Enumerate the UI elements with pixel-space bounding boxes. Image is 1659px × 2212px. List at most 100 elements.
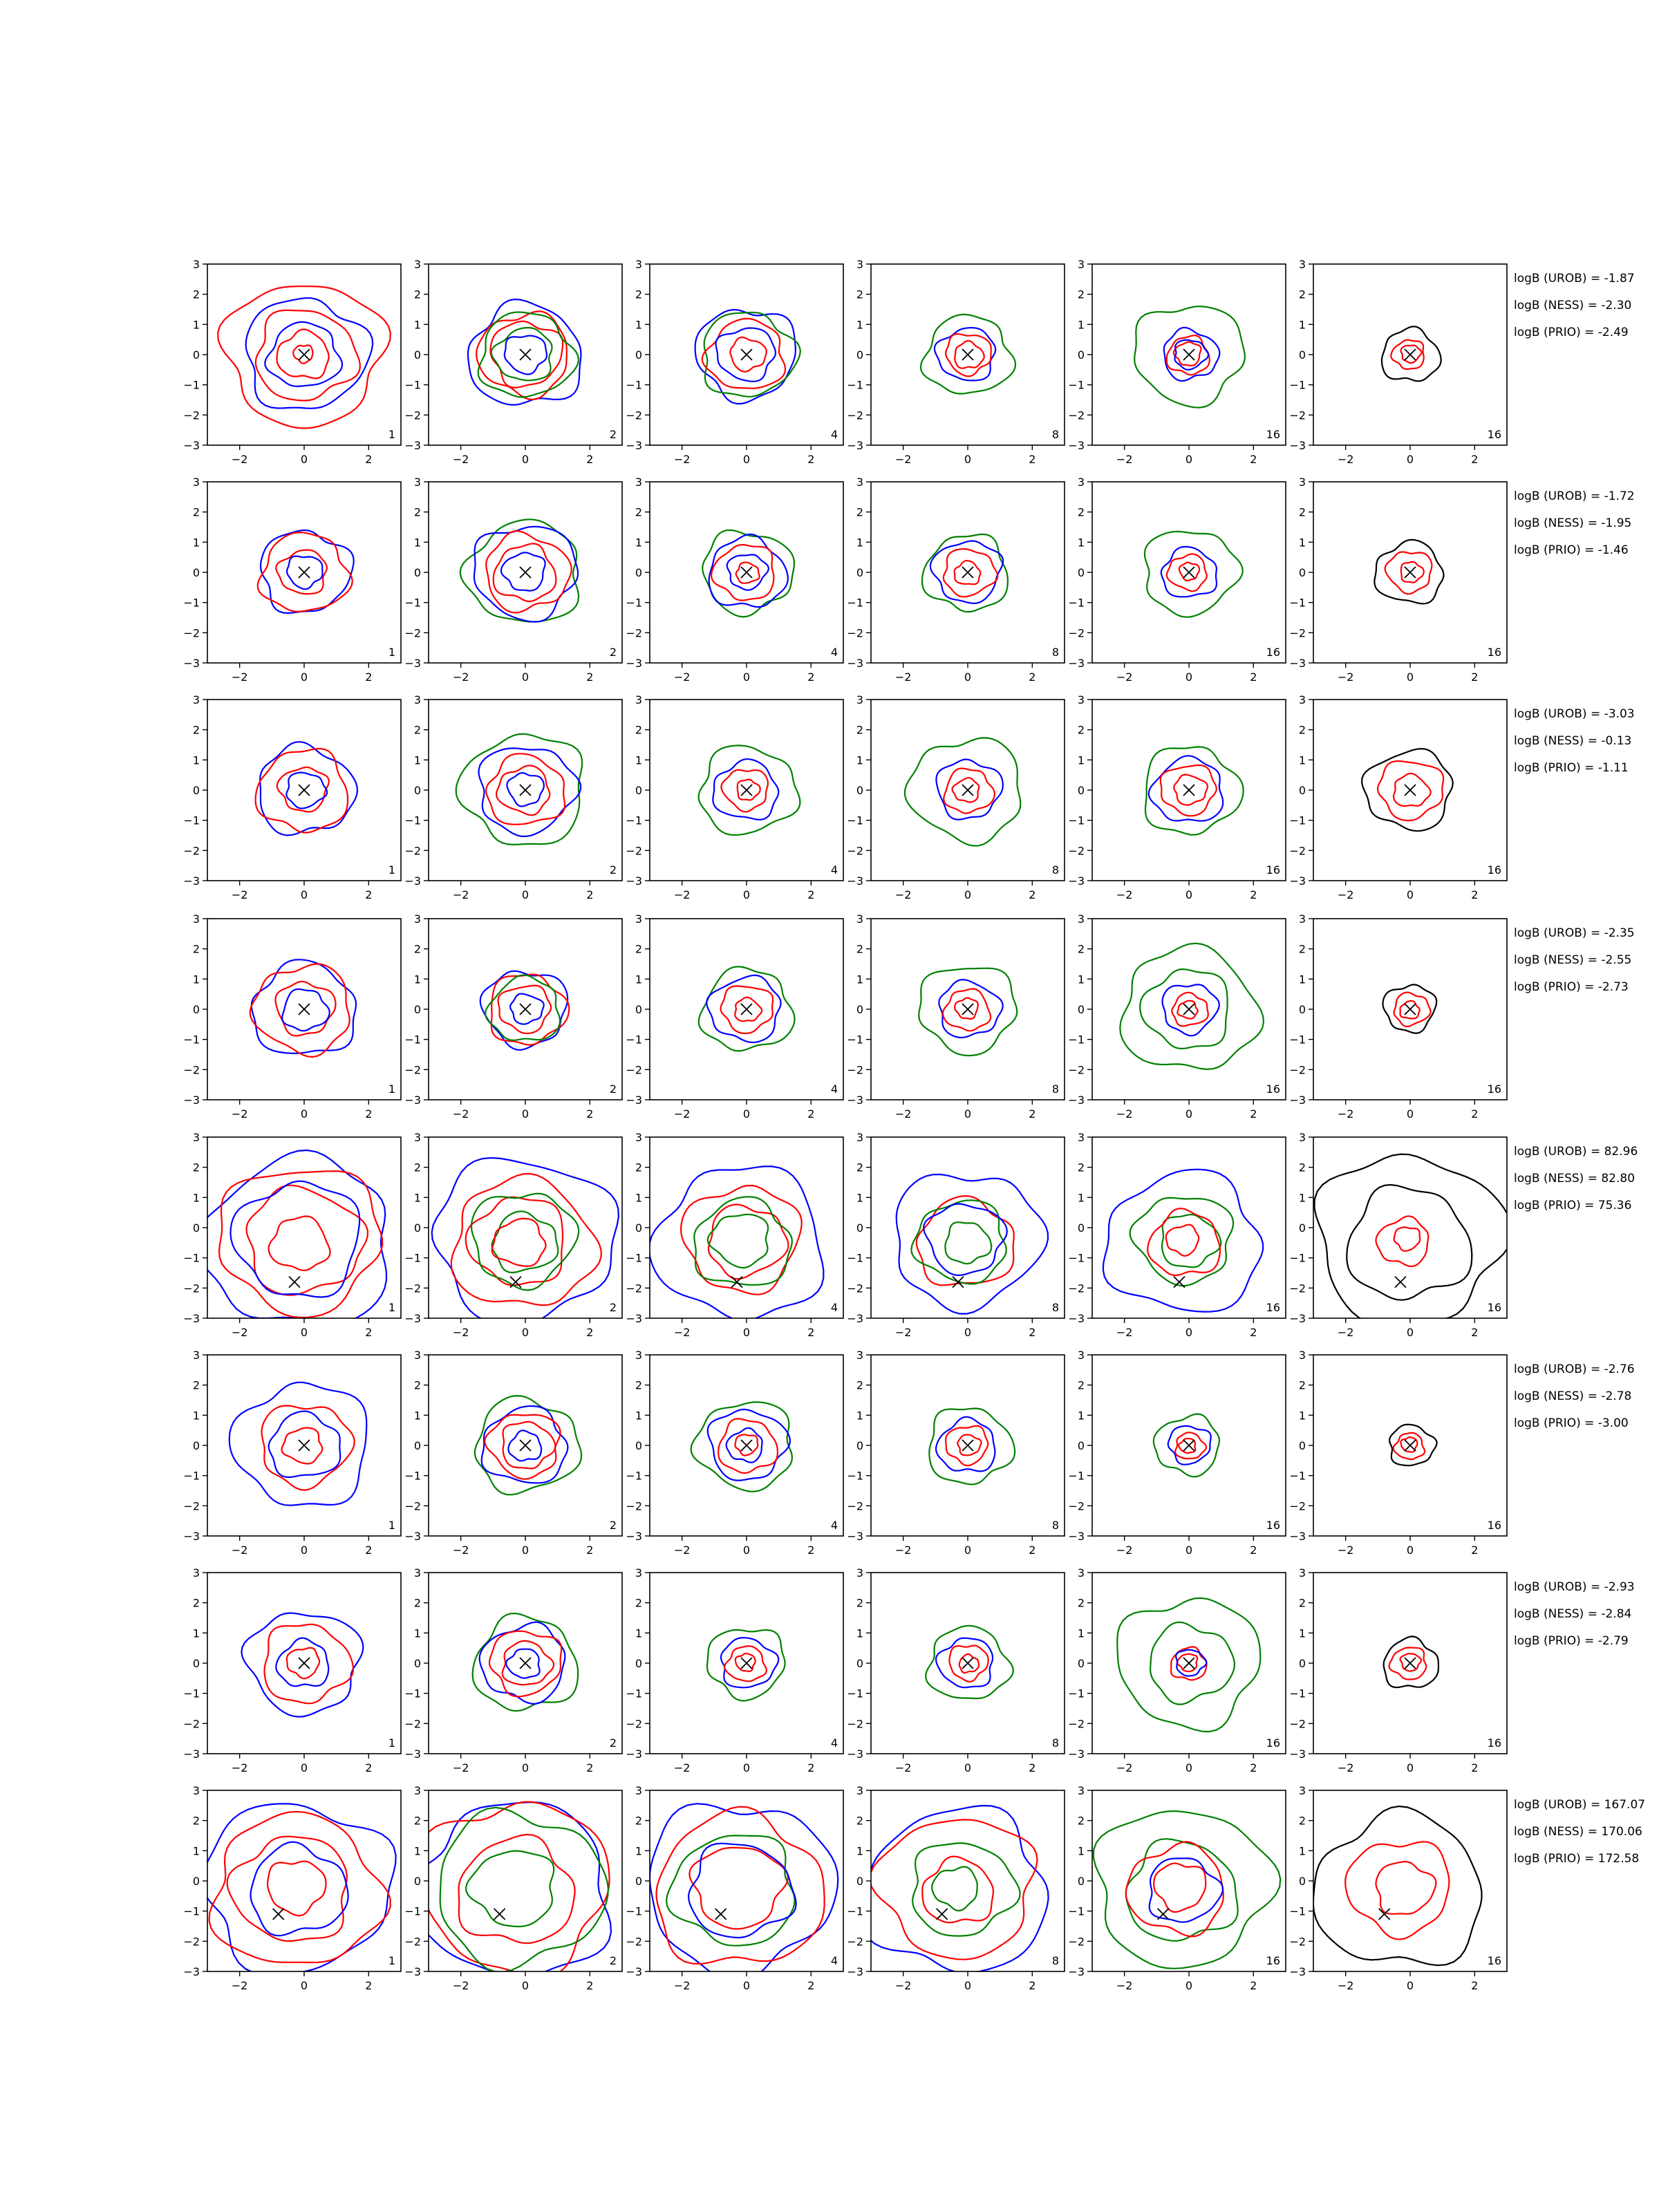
- contour-red: [249, 963, 350, 1058]
- panel-count-label: 8: [1052, 1519, 1059, 1532]
- y-tick-label: −1: [626, 597, 642, 610]
- y-tick-label: 0: [635, 784, 642, 797]
- logb-annotation: logB (UROB) = -2.76: [1514, 1362, 1635, 1376]
- contour-green: [1119, 942, 1265, 1071]
- y-tick-label: −1: [626, 1033, 642, 1047]
- logb-annotation: logB (UROB) = -2.35: [1514, 926, 1635, 940]
- contour-blue: [706, 974, 782, 1044]
- logb-annotation: logB (PRIO) = -1.46: [1514, 543, 1629, 557]
- x-tick-label: 0: [964, 1326, 971, 1339]
- x-tick-label: −2: [1116, 671, 1133, 684]
- x-tick-label: 0: [522, 453, 529, 466]
- y-tick-label: −1: [183, 379, 200, 392]
- y-tick-label: 1: [1078, 1627, 1085, 1640]
- y-tick-label: −3: [1068, 657, 1085, 670]
- contour-green: [477, 311, 580, 398]
- y-tick-label: 3: [193, 693, 200, 706]
- logb-annotation: logB (NESS) = 82.80: [1514, 1172, 1635, 1185]
- y-tick-label: −1: [847, 379, 863, 392]
- y-tick-label: −2: [1068, 1935, 1085, 1948]
- y-tick-label: 1: [1299, 753, 1306, 767]
- contour-red: [488, 1630, 563, 1698]
- x-marker: [962, 1657, 974, 1669]
- x-tick-label: 2: [365, 1761, 372, 1774]
- y-tick-label: −1: [183, 814, 200, 827]
- contour-red: [954, 997, 979, 1020]
- contour-red: [718, 1418, 778, 1474]
- y-tick-label: 2: [1299, 943, 1306, 956]
- y-tick-label: 1: [1299, 1409, 1306, 1422]
- y-tick-label: 1: [856, 973, 863, 986]
- x-marker: [952, 1275, 964, 1288]
- y-tick-label: 1: [856, 1627, 863, 1640]
- contour-blue: [650, 1165, 825, 1318]
- y-tick-label: 0: [1299, 1003, 1306, 1016]
- x-tick-label: −2: [232, 1979, 248, 1992]
- contour-blue: [506, 771, 545, 807]
- x-marker: [962, 1439, 974, 1452]
- contour-blue: [250, 959, 357, 1055]
- panel-r5-c1: 3 2 1 0 −1 −2 −3 −2 0 2 1: [183, 1131, 402, 1339]
- y-tick-label: 0: [1078, 1657, 1085, 1670]
- contour-red: [720, 769, 769, 813]
- x-tick-label: 2: [807, 1326, 814, 1339]
- panel-background: [871, 1790, 1065, 1971]
- contour-red: [953, 559, 982, 585]
- contour-blue: [281, 988, 330, 1032]
- contour-red: [1376, 760, 1445, 822]
- x-tick-label: 2: [365, 1979, 372, 1992]
- y-tick-label: 3: [856, 258, 863, 271]
- y-tick-label: 2: [193, 1815, 200, 1828]
- contour-red: [1165, 335, 1210, 376]
- panel-background: [207, 1137, 401, 1318]
- contour-blue: [431, 1156, 619, 1318]
- y-tick-label: −2: [183, 1935, 200, 1948]
- y-tick-label: 0: [1078, 1221, 1085, 1235]
- x-tick-label: 2: [1029, 1107, 1035, 1121]
- x-tick-label: 0: [964, 1761, 971, 1774]
- y-tick-label: 3: [635, 1566, 642, 1580]
- x-tick-label: −2: [453, 1544, 469, 1557]
- y-tick-label: 2: [856, 506, 863, 519]
- contour-group: [467, 298, 582, 406]
- y-tick-label: −2: [404, 409, 421, 422]
- x-marker: [1394, 1275, 1407, 1288]
- panel-r3-c1: 3 2 1 0 −1 −2 −3 −2 0 2 1: [183, 693, 402, 901]
- y-tick-label: −2: [404, 1282, 421, 1295]
- y-tick-label: 3: [856, 1349, 863, 1362]
- y-tick-label: −3: [404, 1965, 421, 1978]
- contour-group: [919, 313, 1017, 395]
- panel-count-label: 4: [831, 1736, 838, 1750]
- y-tick-label: −2: [183, 1282, 200, 1295]
- x-tick-label: −2: [453, 453, 469, 466]
- contour-green: [439, 1806, 610, 1971]
- y-tick-label: −1: [183, 1252, 200, 1265]
- contour-group: [925, 1624, 1014, 1700]
- y-tick-label: 1: [635, 1409, 642, 1422]
- y-tick-label: 1: [193, 1844, 200, 1857]
- panel-r2-c4: 3 2 1 0 −1 −2 −3 −2 0 2 8: [847, 476, 1065, 684]
- contour-green: [1129, 1197, 1235, 1287]
- x-tick-label: 2: [586, 1107, 593, 1121]
- y-tick-label: −2: [847, 626, 863, 639]
- contour-red: [1171, 991, 1209, 1027]
- panel-r1-c1: 3 2 1 0 −1 −2 −3 −2 0 2 1: [183, 258, 402, 466]
- y-tick-label: −3: [404, 1530, 421, 1543]
- contour-red: [1125, 1841, 1224, 1938]
- contour-group: [1144, 746, 1244, 836]
- panel-count-label: 16: [1488, 1301, 1501, 1314]
- x-tick-label: 0: [1185, 1107, 1192, 1121]
- panel-r4-c5: 3 2 1 0 −1 −2 −3 −2 0 2 16: [1068, 912, 1286, 1121]
- contour-green: [471, 1612, 579, 1712]
- x-tick-label: 2: [1029, 1979, 1035, 1992]
- x-marker: [740, 784, 753, 796]
- panel-count-label: 1: [388, 1519, 395, 1532]
- y-tick-label: 0: [1299, 1439, 1306, 1452]
- contour-red: [276, 328, 330, 379]
- y-tick-label: 1: [635, 1844, 642, 1857]
- contour-green: [703, 311, 801, 397]
- contour-blue: [694, 308, 797, 405]
- contour-group: [1116, 1597, 1262, 1733]
- panel-count-label: 2: [610, 1954, 617, 1967]
